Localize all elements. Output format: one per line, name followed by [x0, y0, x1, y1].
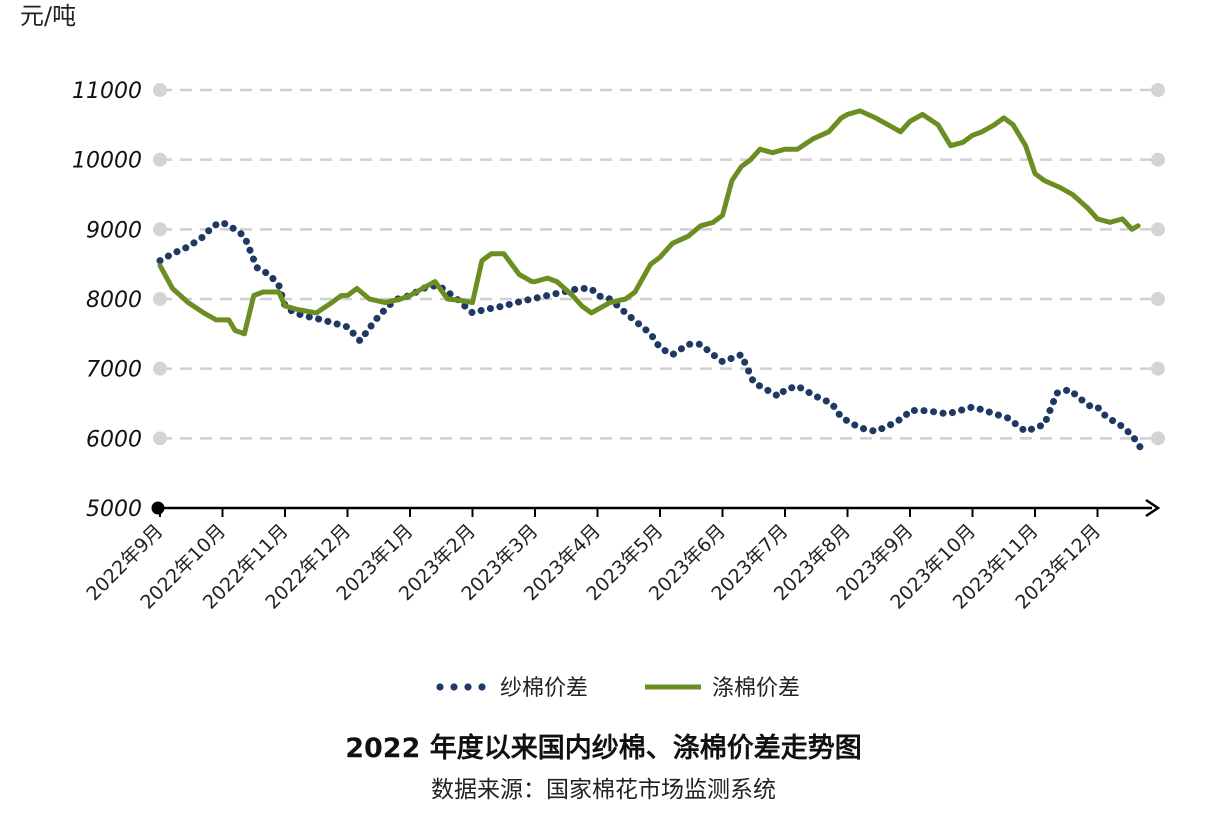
chart-title: 2022 年度以来国内纱棉、涤棉价差走势图 [345, 733, 862, 764]
gridline-marker [153, 431, 167, 446]
y-tick-label: 9000 [86, 218, 142, 243]
gridline-marker [1151, 152, 1165, 167]
legend-swatch [436, 683, 444, 691]
y-tick-label: 7000 [86, 358, 142, 383]
series-line [157, 108, 1141, 337]
y-tick-labels: 11000 10000 9000 8000 7000 6000 5000 [72, 79, 142, 522]
y-tick-label: 8000 [86, 288, 142, 313]
y-tick-label: 10000 [72, 149, 142, 174]
gridline-marker [1151, 292, 1165, 306]
gridline-marker [153, 292, 167, 306]
y-axis-unit: 元/吨 [20, 2, 76, 30]
series-lines [156, 108, 1145, 453]
x-axis-arrow [1145, 498, 1161, 518]
x-axis-origin-dot [151, 501, 165, 515]
chart-source: 数据来源：国家棉花市场监测系统 [431, 777, 776, 803]
gridlines [153, 83, 1165, 446]
legend-swatch [450, 683, 458, 691]
gridline-marker [1151, 361, 1165, 376]
x-axis [151, 498, 1161, 518]
gridline-marker [153, 361, 167, 376]
y-tick-label: 5000 [86, 497, 142, 522]
x-tick-labels: 2022年9月2022年10月2022年11月2022年12月2023年1月20… [82, 520, 1105, 614]
legend-label: 涤棉价差 [712, 676, 800, 701]
gridline-marker [153, 152, 167, 167]
y-tick-label: 6000 [86, 427, 142, 452]
gridline-marker [1151, 222, 1165, 237]
legend-swatch [478, 683, 486, 691]
legend-swatch [464, 683, 472, 691]
gridline-marker [153, 222, 167, 237]
legend-label: 纱棉价差 [500, 676, 588, 701]
gridline-marker [1151, 431, 1165, 446]
y-tick-label: 11000 [72, 79, 142, 104]
legend: 纱棉价差 涤棉价差 [436, 676, 800, 701]
gridline-marker [1151, 83, 1165, 97]
series-line [156, 218, 1145, 453]
gridline-marker [153, 83, 167, 97]
